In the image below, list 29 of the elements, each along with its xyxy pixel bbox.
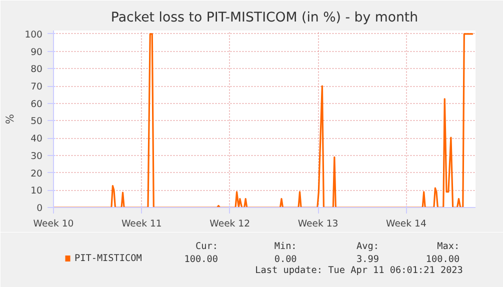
chart-title: Packet loss to PIT-MISTICOM (in %) - by month — [110, 10, 418, 26]
y-tick-label: 10 — [30, 186, 43, 197]
x-tick-label: Week 10 — [33, 218, 74, 230]
text: 0.00 — [274, 254, 298, 265]
x-tick-label: Week 14 — [386, 218, 426, 230]
y-tick-label: 20 — [30, 168, 43, 180]
y-tick-label: 80 — [30, 64, 43, 76]
x-tick-label: Week 12 — [210, 218, 250, 230]
line-series — [54, 33, 474, 208]
text: Min: — [274, 241, 297, 252]
text: 3.99 — [356, 254, 380, 265]
y-tick-label: 50 — [30, 116, 43, 128]
y-tick-label: 30 — [30, 150, 43, 162]
text: Cur: — [195, 241, 218, 252]
y-axis-title: % — [4, 114, 17, 124]
y-tick-label: 40 — [30, 134, 43, 145]
legend-label: PIT-MISTICOM — [74, 253, 142, 264]
y-tick-label: 0 — [36, 203, 43, 214]
y-tick-label: 90 — [30, 46, 43, 58]
x-tick-label: Week 11 — [121, 218, 162, 230]
y-tick-label: 60 — [30, 98, 43, 110]
text: 100.00 — [184, 254, 218, 265]
text: Max: — [437, 241, 460, 252]
x-tick-label: Week 13 — [298, 218, 338, 230]
text: Last update: Tue Apr 11 06:01:21 2023 — [255, 265, 463, 276]
text: Avg: — [356, 241, 380, 252]
y-tick-label: 70 — [30, 82, 43, 93]
y-tick-label: 100 — [24, 29, 43, 40]
text: 100.00 — [426, 254, 460, 265]
